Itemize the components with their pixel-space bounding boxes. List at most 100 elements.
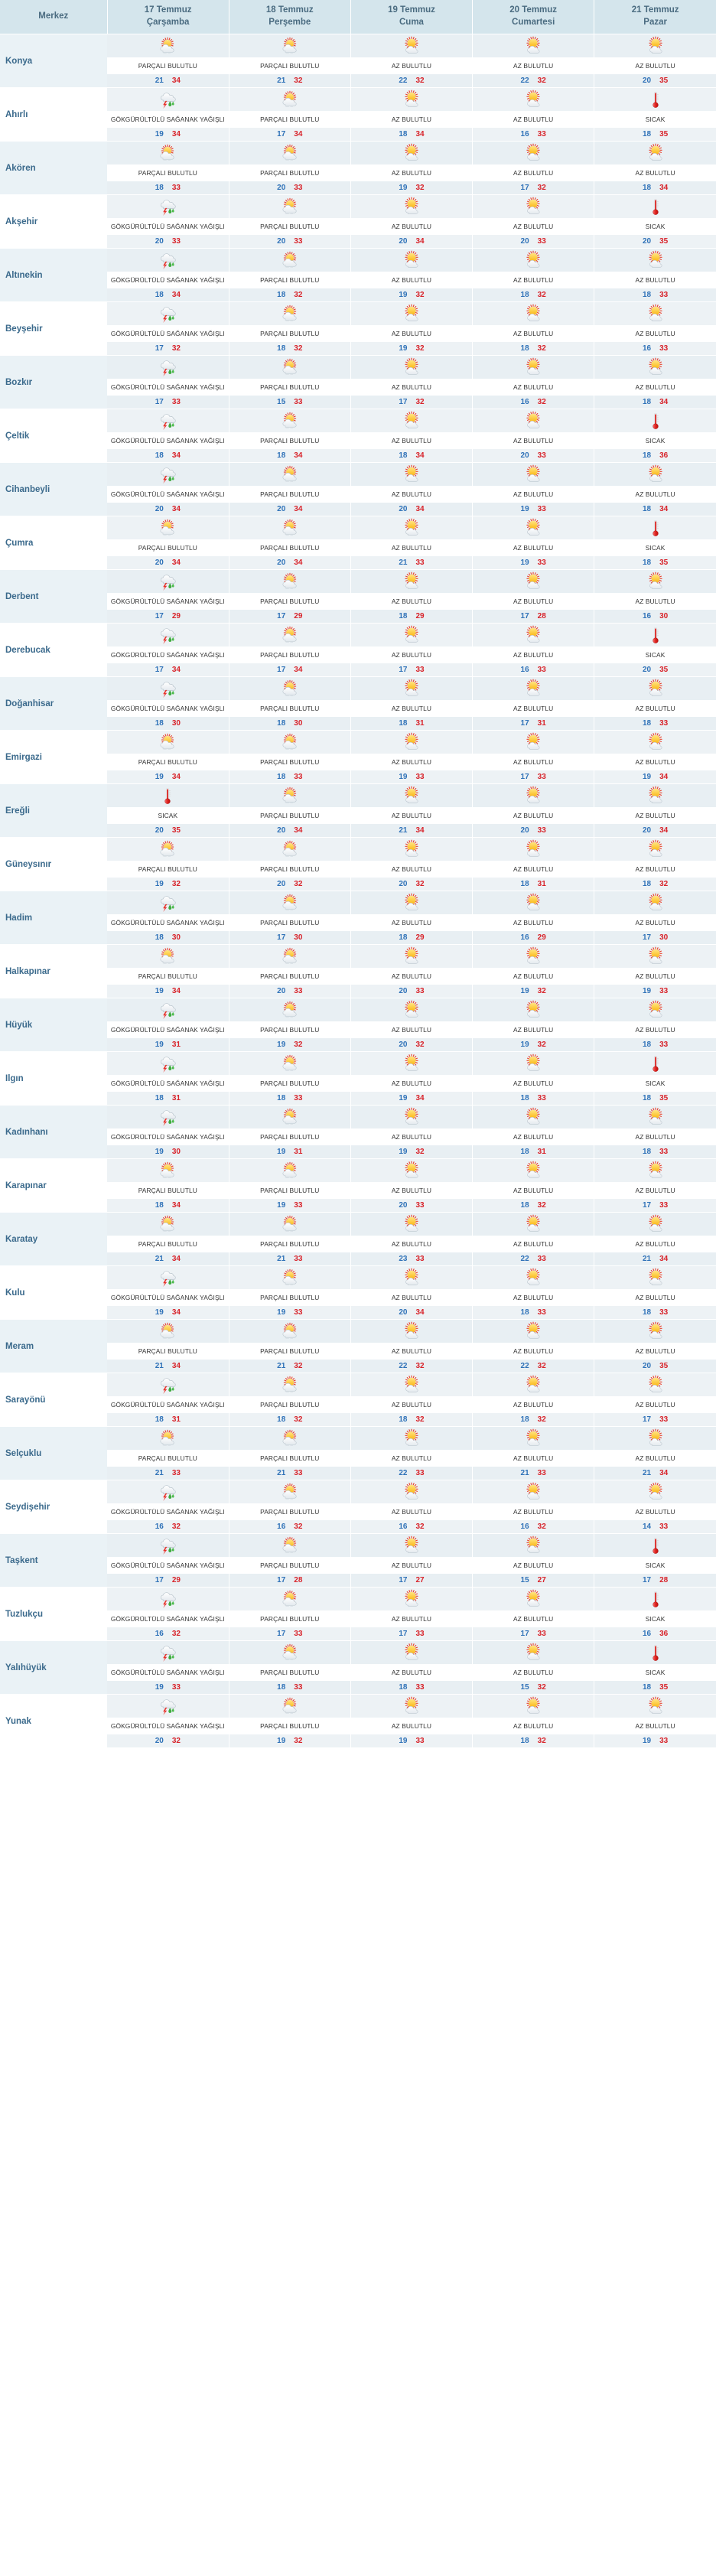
forecast-cell: GÖKGÜRÜLTÜLÜ SAĞANAK YAĞIŞLI 19 30 [107,1105,229,1160]
district-name-cell[interactable]: Altınekin [0,248,107,303]
cloud-lightning-rain-icon [107,1588,229,1611]
temperature-range: 18 33 [594,1038,716,1052]
district-name-cell[interactable]: Seydişehir [0,1480,107,1535]
district-name-cell[interactable]: Hüyük [0,998,107,1053]
table-row: Emirgazi PARÇALI BULUTLU 19 34 PARÇALI BULUT… [0,730,716,785]
temperature-range: 18 34 [350,128,473,142]
district-name-cell[interactable]: Derbent [0,569,107,624]
max-temperature: 32 [294,344,303,353]
district-name-cell[interactable]: Güneysınır [0,837,107,892]
district-name-cell[interactable]: Beyşehir [0,301,107,357]
forecast-cell: PARÇALI BULUTLU 16 32 [229,1480,351,1535]
forecast-cell: PARÇALI BULUTLU 19 32 [107,837,229,892]
district-name-cell[interactable]: Kulu [0,1265,107,1321]
min-temperature: 16 [643,344,652,353]
weather-description: AZ BULUTLU [473,1718,594,1735]
max-temperature: 32 [537,1522,546,1532]
cloud-lightning-rain-icon [107,463,229,487]
forecast-cell: AZ BULUTLU 16 32 [472,1480,595,1535]
weather-description: AZ BULUTLU [473,1075,594,1093]
cloud-lightning-rain-icon [107,195,229,219]
weather-description: PARÇALI BULUTLU [229,1503,350,1521]
temperature-range: 19 32 [350,181,473,195]
district-name-cell[interactable]: Tuzlukçu [0,1587,107,1642]
min-temperature: 20 [643,826,652,835]
temperature-range: 19 33 [107,1681,229,1695]
max-temperature: 35 [659,1683,669,1692]
forecast-cell: PARÇALI BULUTLU 18 33 [107,141,229,196]
sun-small-cloud-icon [350,891,473,915]
district-name-cell[interactable]: Hadim [0,891,107,946]
district-name-cell[interactable]: Bozkır [0,355,107,410]
weather-description: PARÇALI BULUTLU [229,272,350,289]
max-temperature: 32 [294,77,303,86]
table-row: Meram PARÇALI BULUTLU 21 34 PARÇALI BULUTLU 2… [0,1319,716,1374]
min-temperature: 19 [643,1737,652,1746]
weather-description: AZ BULUTLU [473,1503,594,1521]
district-name-cell[interactable]: Akören [0,141,107,196]
temperature-range: 20 34 [107,556,229,570]
weather-description: AZ BULUTLU [473,1289,594,1307]
forecast-cell: PARÇALI BULUTLU 19 33 [229,1265,351,1321]
weather-description: AZ BULUTLU [350,164,473,182]
min-temperature: 18 [277,773,286,782]
weather-description: SICAK [107,807,229,825]
max-temperature: 32 [537,184,546,193]
sun-small-cloud-icon [473,1159,594,1183]
temperature-range: 17 33 [229,1627,350,1641]
forecast-cell: PARÇALI BULUTLU 20 33 [229,944,351,999]
district-name-cell[interactable]: Yalıhüyük [0,1640,107,1695]
district-name-cell[interactable]: Konya [0,34,107,89]
max-temperature: 34 [659,505,669,514]
weather-description: PARÇALI BULUTLU [107,1450,229,1467]
sun-behind-cloud-icon [229,677,350,701]
temperature-range: 18 33 [350,1681,473,1695]
district-name-cell[interactable]: Karatay [0,1212,107,1267]
district-name-cell[interactable]: Yunak [0,1694,107,1749]
min-temperature: 18 [520,344,529,353]
temperature-range: 19 34 [594,770,716,784]
min-temperature: 19 [155,880,164,889]
sun-small-cloud-icon [350,998,473,1022]
forecast-cell: PARÇALI BULUTLU 17 30 [229,891,351,946]
district-name-cell[interactable]: Doğanhisar [0,676,107,731]
district-name-cell[interactable]: Çumra [0,516,107,571]
forecast-cell: SICAK 18 35 [594,1640,716,1695]
min-temperature: 16 [277,1522,286,1532]
temperature-range: 17 29 [107,1574,229,1588]
min-temperature: 19 [155,1148,164,1157]
district-name-cell[interactable]: Akşehir [0,194,107,249]
temperature-range: 20 32 [350,878,473,891]
forecast-cell: AZ BULUTLU 18 33 [594,998,716,1053]
weather-description: AZ BULUTLU [350,1503,473,1521]
min-temperature: 19 [155,1040,164,1050]
weather-description: PARÇALI BULUTLU [107,1343,229,1360]
cloud-lightning-rain-icon [107,570,229,594]
max-temperature: 32 [537,1737,546,1746]
district-name-cell[interactable]: Emirgazi [0,730,107,785]
forecast-cell: GÖKGÜRÜLTÜLÜ SAĞANAK YAĞIŞLI 20 34 [107,462,229,517]
district-name-cell[interactable]: Taşkent [0,1533,107,1588]
district-name-cell[interactable]: Cihanbeyli [0,462,107,517]
district-name-cell[interactable]: Ereğli [0,783,107,839]
forecast-cell: GÖKGÜRÜLTÜLÜ SAĞANAK YAĞIŞLI 19 31 [107,998,229,1053]
sun-small-cloud-icon [594,731,716,754]
district-name-cell[interactable]: Karapınar [0,1158,107,1213]
max-temperature: 31 [171,1415,181,1425]
district-name-cell[interactable]: Sarayönü [0,1373,107,1428]
sun-behind-cloud-icon [229,1052,350,1076]
district-name-cell[interactable]: Ilgın [0,1051,107,1106]
max-temperature: 31 [537,719,546,728]
cloud-lightning-rain-icon [107,891,229,915]
weather-description: AZ BULUTLU [594,1182,716,1200]
min-temperature: 18 [277,1094,286,1103]
district-name-cell[interactable]: Ahırlı [0,87,107,142]
district-name-cell[interactable]: Derebucak [0,623,107,678]
district-name-cell[interactable]: Selçuklu [0,1426,107,1481]
district-name-cell[interactable]: Kadınhanı [0,1105,107,1160]
district-name-cell[interactable]: Halkapınar [0,944,107,999]
district-name-cell[interactable]: Meram [0,1319,107,1374]
district-name-cell[interactable]: Çeltik [0,409,107,464]
max-temperature: 33 [294,1201,303,1210]
max-temperature: 34 [171,505,181,514]
